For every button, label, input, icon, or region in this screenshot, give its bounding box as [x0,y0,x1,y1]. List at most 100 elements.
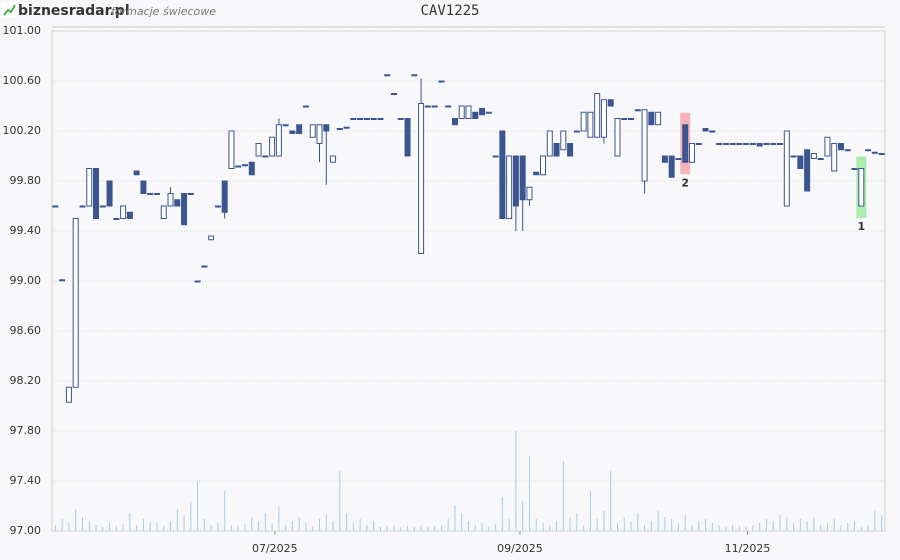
volume-bar [596,519,598,531]
volume-bar [136,525,138,531]
candle-body [363,118,370,120]
candle-body [485,111,492,114]
volume-bar [718,525,720,531]
candle-body [424,105,431,108]
candle-body [716,143,723,145]
candle-body [377,118,384,120]
candle-body [783,130,790,207]
candle-body [614,118,621,157]
y-tick-label: 100.20 [3,124,42,137]
volume-bar [705,519,707,531]
x-tick-label: 07/2025 [252,542,298,555]
candle-body [736,143,743,145]
volume-bar [881,515,883,531]
volume-bar [630,521,632,531]
volume-bar [210,525,212,531]
candle-body [492,155,499,158]
candle-body [837,143,844,151]
candle-body [607,99,614,107]
candle-body [695,143,702,145]
candle-body [546,130,553,157]
chart-title: CAV1225 [420,3,479,19]
volume-bar [454,505,456,531]
candle-body [133,170,140,176]
volume-bar [556,521,558,531]
candle-body [743,143,750,145]
candle-body [181,193,188,226]
volume-bar [515,431,517,531]
volume-bar [217,523,219,531]
candle-body [539,155,546,176]
volume-bar [535,519,537,531]
volume-bar [488,526,490,531]
volume-bar [81,517,83,531]
candle-body [384,74,391,77]
volume-bar [88,521,90,531]
volume-bar [386,526,388,531]
volume-bar [339,471,341,531]
volume-bar [271,523,273,531]
candle-body [722,143,729,145]
candle-body [777,143,784,145]
volume-bar [759,523,761,531]
candle-body [316,124,323,144]
candle-body [871,151,878,154]
candle-body [391,93,398,95]
candle-body [296,124,303,134]
signal-label: 1 [857,220,865,233]
y-tick-label: 99.40 [10,224,42,237]
candle-body [878,153,885,155]
volume-bar [427,527,429,531]
volume-bar [684,515,686,531]
volume-bar [312,526,314,531]
candle-body [153,193,160,195]
candle-body [52,205,59,208]
volume-bar [826,523,828,531]
candle-body [810,153,817,159]
candle-body [858,168,865,207]
volume-bar [156,523,158,531]
volume-bar [264,513,266,531]
candle-body [790,155,797,158]
candle-body [275,124,282,157]
volume-bar [691,525,693,531]
volume-bar [847,523,849,531]
candle-body [404,118,411,157]
candle-body [628,118,635,120]
y-tick-label: 100.60 [3,74,42,87]
candle-body [621,118,628,120]
volume-bar [644,525,646,531]
candle-body [323,124,330,132]
volume-bar [366,525,368,531]
candle-body [208,235,215,241]
volume-bar [258,521,260,531]
volume-bar [68,523,70,531]
candle-body [641,109,648,182]
signal-label: 2 [681,176,689,189]
volume-bar [725,527,727,531]
volume-bar [115,526,117,531]
volume-bar [576,513,578,531]
volume-bar [203,519,205,531]
volume-bar [860,527,862,531]
candle-body [634,109,641,112]
candle-body [167,193,174,207]
volume-bar [745,527,747,531]
y-tick-label: 101.00 [3,24,42,37]
volume-bar [501,497,503,531]
volume-bar [820,525,822,531]
volume-bar [278,507,280,531]
logo-mark [3,4,16,16]
volume-bar [298,517,300,531]
x-tick-label: 09/2025 [497,542,543,555]
candle-body [214,205,221,208]
volume-bar [569,517,571,531]
volume-bar [190,501,192,531]
volume-bar [508,519,510,531]
candle-body [269,136,276,157]
candle-body [817,158,824,160]
candle-body [126,211,133,219]
volume-bar [765,519,767,531]
candle-body [587,111,594,138]
candle-body [187,193,194,195]
